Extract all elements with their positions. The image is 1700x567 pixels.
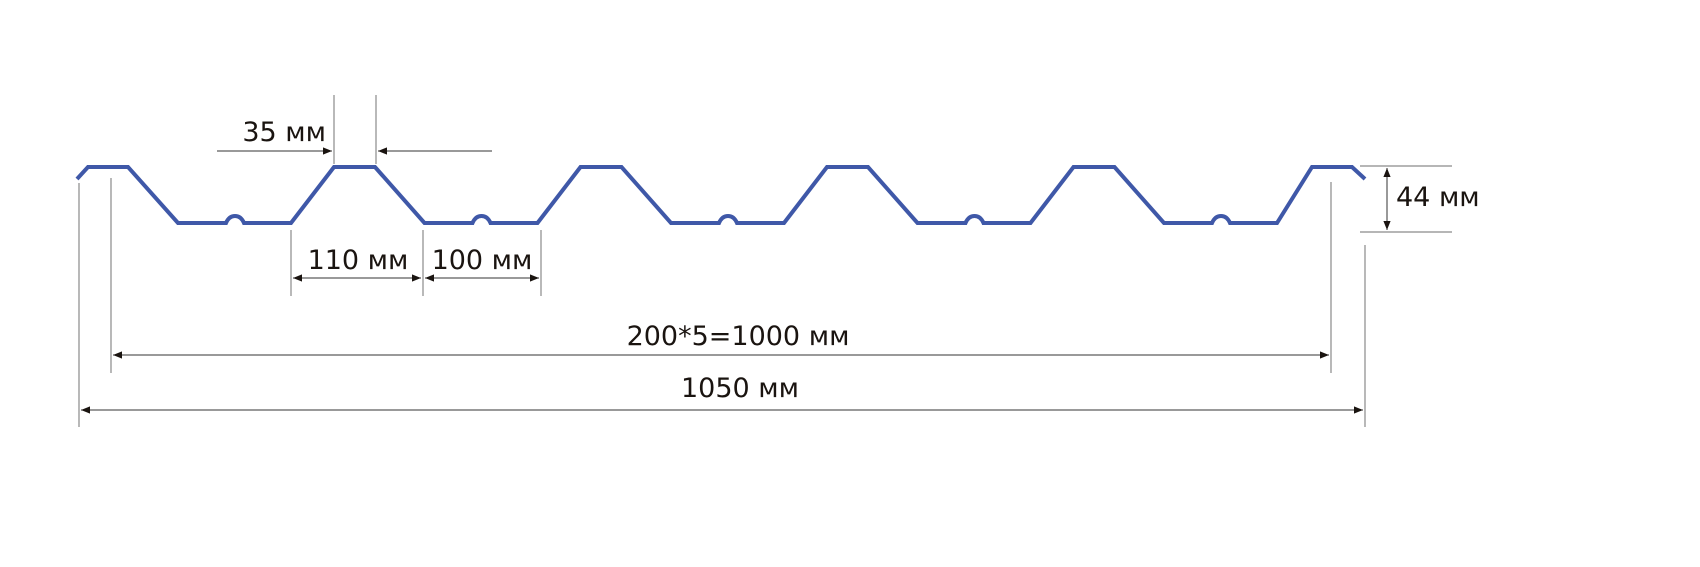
effective-width-label: 200*5=1000 мм [627, 321, 850, 352]
slope-width-label: 110 мм [308, 245, 409, 276]
crest-width-dimension: 35 мм [217, 95, 492, 164]
effective-width-dimension: 200*5=1000 мм [110, 178, 1332, 373]
height-dimension: 44 мм [1360, 165, 1480, 233]
crest-width-label: 35 мм [242, 117, 326, 148]
total-width-label: 1050 мм [681, 373, 799, 404]
valley-width-label: 100 мм [432, 245, 533, 276]
slope-valley-dimensions: 110 мм 100 мм [290, 230, 542, 296]
height-label: 44 мм [1396, 182, 1480, 213]
total-width-dimension: 1050 мм [78, 183, 1366, 427]
sheet-profile [75, 165, 1367, 225]
